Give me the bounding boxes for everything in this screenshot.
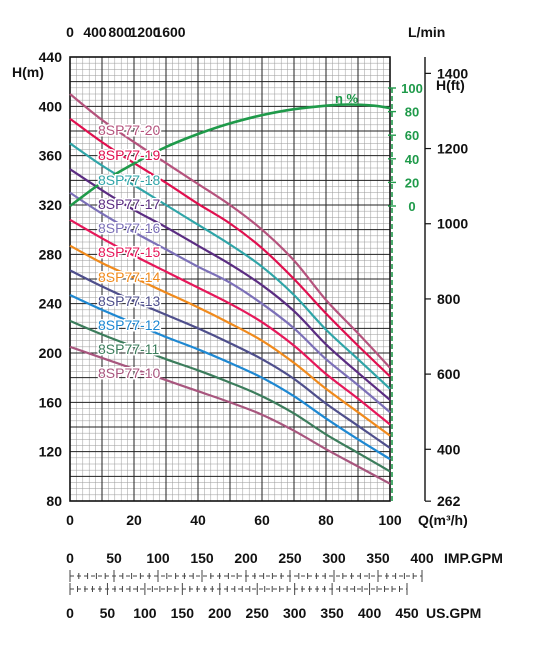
efficiency-tick-label: 60 xyxy=(405,128,419,143)
head-ft-tick-label: 1400 xyxy=(437,65,468,81)
efficiency-axis: 0 20 40 60 80 100 xyxy=(388,81,423,501)
head-curve-8SP77-17 xyxy=(69,168,391,401)
head-ft-tick-label: 262 xyxy=(437,493,461,509)
flow-m3h-tick-label: 20 xyxy=(126,512,142,528)
head-curve-8SP77-15 xyxy=(69,218,391,426)
efficiency-tick-label: 20 xyxy=(405,175,419,190)
efficiency-curve-label: η % xyxy=(335,91,359,106)
head-ft-tick-label: 800 xyxy=(437,291,461,307)
flow-lmin-tick-label: 800 xyxy=(108,24,132,40)
flow-lmin-unit-label: L/min xyxy=(408,24,445,40)
us_gpm-tick-label: 350 xyxy=(320,605,344,621)
efficiency-tick-label: 80 xyxy=(405,105,419,120)
flow-m3h-tick-label: 40 xyxy=(190,512,206,528)
bottom-scales: 0 50 100 150 200 250 300 350 400 IMP.GPM 0 50 100 150… xyxy=(66,550,503,621)
imp_gpm-tick-label: 50 xyxy=(106,550,122,566)
us_gpm-tick-label: 200 xyxy=(208,605,232,621)
head-m-tick-label: 320 xyxy=(39,197,63,213)
imp_gpm-tick-label: 0 xyxy=(66,550,74,566)
head-curve-8SP77-14 xyxy=(69,244,391,437)
head-curve-8SP77-20 xyxy=(69,93,391,369)
head-curve-8SP77-19 xyxy=(69,117,391,378)
series-label-8SP77-19: 8SP77-19 xyxy=(98,147,160,163)
imp_gpm-tick-label: 200 xyxy=(234,550,258,566)
series-label-8SP77-12: 8SP77-12 xyxy=(98,317,160,333)
us_gpm-tick-label: 250 xyxy=(246,605,270,621)
flow-m3h-tick-label: 0 xyxy=(66,512,74,528)
efficiency-curve-group: η % xyxy=(69,91,391,208)
imp_gpm-tick-label: 100 xyxy=(146,550,170,566)
head-m-tick-label: 360 xyxy=(39,148,63,164)
flow-m3h-tick-label: 60 xyxy=(254,512,270,528)
us_gpm-tick-label: 450 xyxy=(395,605,419,621)
flow-lmin-tick-label: 1600 xyxy=(154,24,185,40)
head-m-tick-label: 240 xyxy=(39,296,63,312)
efficiency-tick-label: 40 xyxy=(405,152,419,167)
flow-lmin-tick-label: 1200 xyxy=(129,24,160,40)
head-ft-unit-label: H(ft) xyxy=(436,77,465,93)
efficiency-tick-label: 100 xyxy=(401,81,423,96)
us_gpm-tick-label: 0 xyxy=(66,605,74,621)
head-curve-8SP77-13 xyxy=(69,269,391,449)
head-m-tick-label: 280 xyxy=(39,246,63,262)
series-label-8SP77-15: 8SP77-15 xyxy=(98,244,160,260)
head-m-tick-label: 80 xyxy=(46,493,62,509)
us_gpm-tick-label: 300 xyxy=(283,605,307,621)
imp_gpm-tick-label: 400 xyxy=(410,550,434,566)
efficiency-tick-label: 0 xyxy=(408,199,415,214)
us_gpm-tick-label: 400 xyxy=(358,605,382,621)
series-labels: 8SP77-20 8SP77-19 8SP77-18 8SP77-17 8SP77-16… xyxy=(97,121,162,383)
head-ft-tick-label: 1200 xyxy=(437,141,468,157)
flow-m3h-unit-label: Q(m³/h) xyxy=(418,512,468,528)
plot-frame xyxy=(69,56,431,502)
series-label-8SP77-16: 8SP77-16 xyxy=(98,220,160,236)
flow-lmin-tick-label: 400 xyxy=(83,24,107,40)
head-ft-tick-label: 400 xyxy=(437,441,461,457)
head-m-tick-label: 200 xyxy=(39,345,63,361)
head-curve-8SP77-12 xyxy=(69,294,391,461)
imp_gpm-tick-label: 350 xyxy=(366,550,390,566)
head-curve-8SP77-11 xyxy=(69,319,391,473)
us_gpm-tick-label: 50 xyxy=(100,605,116,621)
head-ft-tick-label: 600 xyxy=(437,366,461,382)
series-label-8SP77-13: 8SP77-13 xyxy=(98,293,160,309)
us_gpm-tick-label: 150 xyxy=(171,605,195,621)
imp_gpm-tick-label: 300 xyxy=(322,550,346,566)
imp_gpm-tick-label: 250 xyxy=(278,550,302,566)
head-m-tick-label: 400 xyxy=(39,98,63,114)
efficiency-curve xyxy=(69,103,391,208)
us-gpm-unit-label: US.GPM xyxy=(426,605,481,621)
head-m-tick-label: 120 xyxy=(39,444,63,460)
flow-lmin-tick-label: 0 xyxy=(66,24,74,40)
series-label-8SP77-18: 8SP77-18 xyxy=(98,172,160,188)
head-ft-tick-label: 1000 xyxy=(437,216,468,232)
plot-border xyxy=(69,56,391,502)
series-label-8SP77-10: 8SP77-10 xyxy=(98,365,160,381)
head-curve-8SP77-16 xyxy=(69,191,391,414)
series-label-8SP77-20: 8SP77-20 xyxy=(98,122,160,138)
series-label-8SP77-17: 8SP77-17 xyxy=(98,196,160,212)
imp_gpm-tick-label: 150 xyxy=(190,550,214,566)
head-m-tick-label: 160 xyxy=(39,394,63,410)
flow-m3h-tick-label: 100 xyxy=(378,512,402,528)
head-curves xyxy=(69,93,391,485)
head-curve-8SP77-18 xyxy=(69,142,391,390)
us_gpm-tick-label: 100 xyxy=(133,605,157,621)
imp-gpm-unit-label: IMP.GPM xyxy=(444,550,503,566)
flow-m3h-tick-label: 80 xyxy=(318,512,334,528)
head-m-unit-label: H(m) xyxy=(12,64,44,80)
series-label-8SP77-14: 8SP77-14 xyxy=(98,269,160,285)
series-label-8SP77-11: 8SP77-11 xyxy=(98,341,159,357)
head-m-tick-label: 440 xyxy=(39,49,63,65)
head-curve-8SP77-10 xyxy=(69,345,391,485)
